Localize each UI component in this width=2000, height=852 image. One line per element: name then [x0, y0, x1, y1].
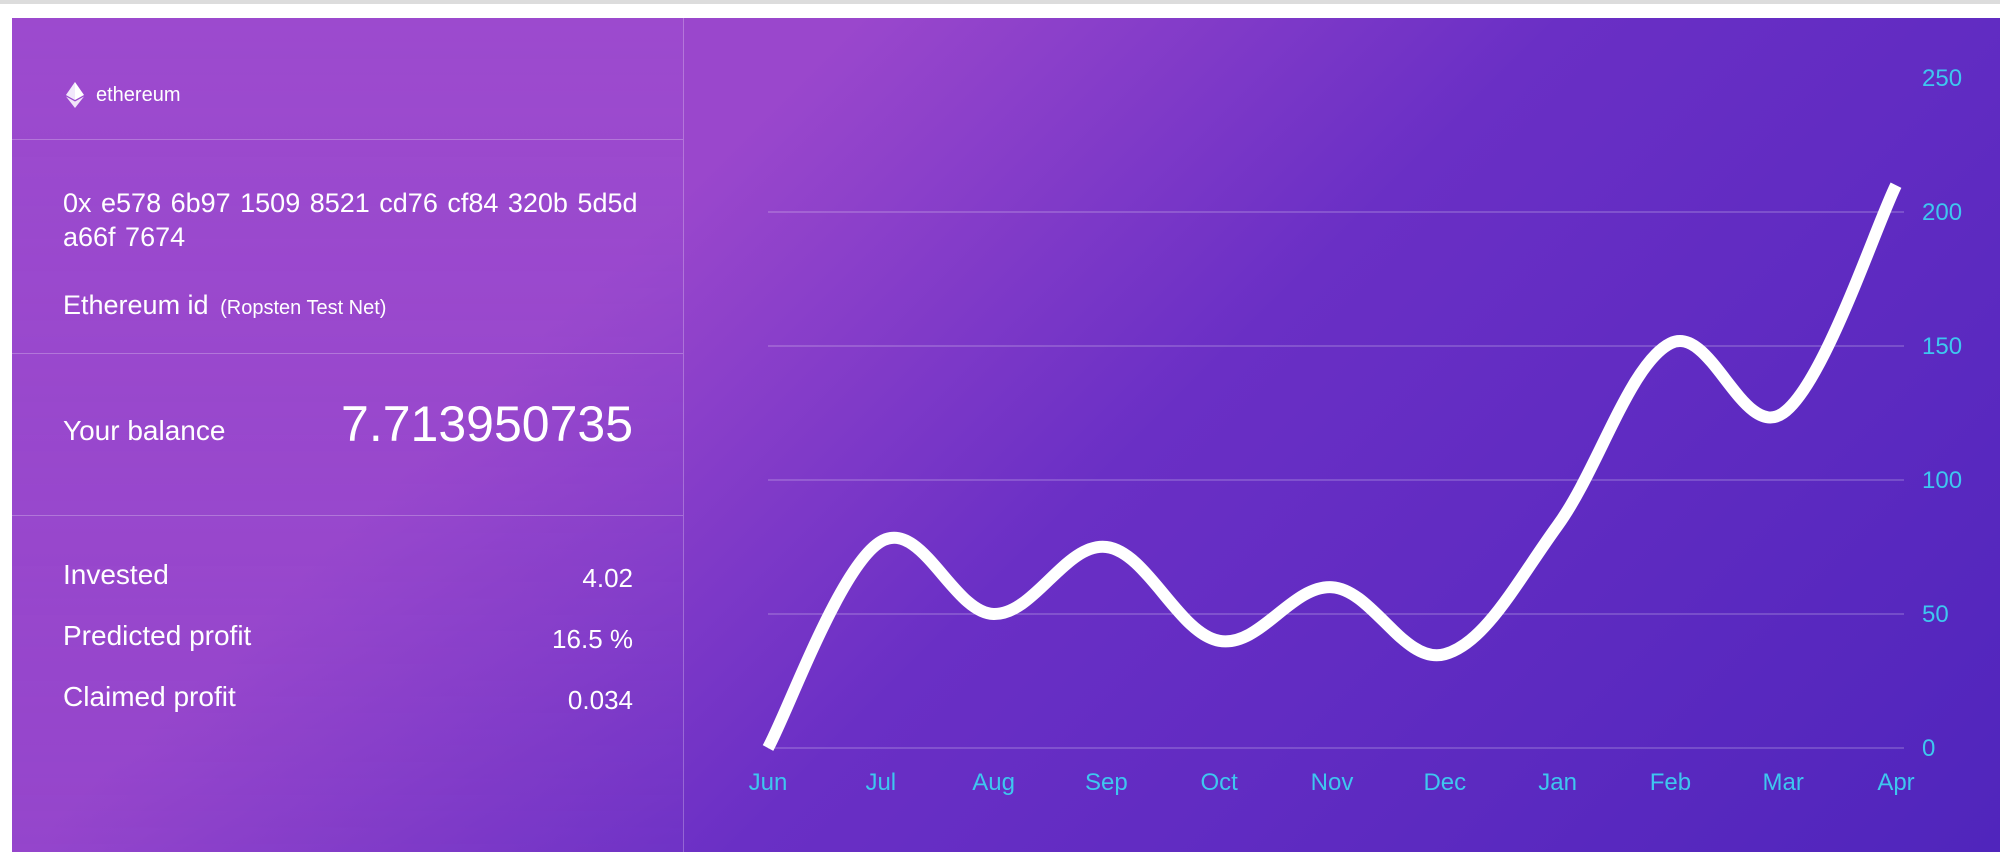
- x-tick-label: Feb: [1650, 769, 1691, 796]
- x-tick-label: Oct: [1201, 769, 1239, 796]
- y-tick-label: 150: [1922, 333, 1962, 360]
- chart-grid: [768, 211, 1904, 749]
- y-tick-label: 0: [1922, 735, 1935, 762]
- claimed-profit-label: Claimed profit: [63, 681, 236, 712]
- balance-value: 7.713950735: [341, 396, 633, 452]
- y-axis-ticks: 0 50 100 150 200 250: [1922, 65, 1962, 762]
- claimed-profit-value: 0.034: [567, 685, 633, 715]
- line-chart: 0 50 100 150 200 250 Jun Jul Aug Sep Oct Nov Dec Jan…: [749, 65, 1962, 796]
- y-tick-label: 100: [1922, 467, 1962, 494]
- network-name: (Ropsten Test Net): [220, 297, 387, 319]
- y-tick-label: 50: [1922, 601, 1949, 628]
- series-line: [762, 182, 1902, 751]
- x-tick-label: Jun: [749, 769, 788, 796]
- x-tick-label: Dec: [1423, 769, 1466, 796]
- ethereum-id-label: Ethereum id: [63, 290, 209, 320]
- predicted-profit-value: 16.5 %: [552, 624, 633, 654]
- invested-value: 4.02: [582, 563, 633, 593]
- stat-predicted-profit: Predicted profit 16.5 %: [63, 620, 633, 660]
- wallet-dashboard: ethereum 0x e578 6b97 1509 8521 cd76 cf8…: [12, 18, 2000, 852]
- ethereum-id-caption: Ethereum id (Ropsten Test Net): [63, 290, 386, 321]
- network-label: ethereum: [96, 83, 181, 106]
- address-section: 0x e578 6b97 1509 8521 cd76 cf84 320b 5d…: [12, 139, 683, 354]
- address-line-2: a66f 7674: [63, 222, 186, 252]
- predicted-profit-label: Predicted profit: [63, 620, 252, 651]
- x-tick-label: Mar: [1763, 769, 1804, 796]
- x-tick-label: Sep: [1085, 769, 1128, 796]
- stat-invested: Invested 4.02: [63, 559, 633, 599]
- profit-chart: 0 50 100 150 200 250 Jun Jul Aug Sep Oct Nov Dec Jan…: [684, 18, 2000, 852]
- network-section: ethereum: [12, 18, 683, 140]
- ethereum-icon: [66, 82, 84, 108]
- series-line-layer: [762, 182, 1902, 751]
- window-top-border: [0, 0, 2000, 4]
- x-tick-label: Nov: [1311, 769, 1354, 796]
- x-tick-label: Jul: [865, 769, 896, 796]
- x-tick-label: Aug: [972, 769, 1015, 796]
- y-tick-label: 200: [1922, 199, 1962, 226]
- stats-section: Invested 4.02 Predicted profit 16.5 % Cl…: [12, 515, 683, 852]
- x-axis-ticks: Jun Jul Aug Sep Oct Nov Dec Jan Feb Mar Apr: [749, 769, 1915, 796]
- x-tick-label: Jan: [1538, 769, 1577, 796]
- account-panel: ethereum 0x e578 6b97 1509 8521 cd76 cf8…: [12, 18, 684, 852]
- stat-claimed-profit: Claimed profit 0.034: [63, 681, 633, 721]
- balance-section: Your balance 7.713950735: [12, 353, 683, 516]
- invested-label: Invested: [63, 559, 169, 590]
- address-line-1: 0x e578 6b97 1509 8521 cd76 cf84 320b 5d…: [63, 188, 638, 218]
- wallet-address[interactable]: 0x e578 6b97 1509 8521 cd76 cf84 320b 5d…: [63, 186, 653, 254]
- x-tick-label: Apr: [1877, 769, 1914, 796]
- network-selector[interactable]: ethereum: [66, 82, 181, 108]
- balance-label: Your balance: [63, 415, 226, 446]
- y-tick-label: 250: [1922, 65, 1962, 92]
